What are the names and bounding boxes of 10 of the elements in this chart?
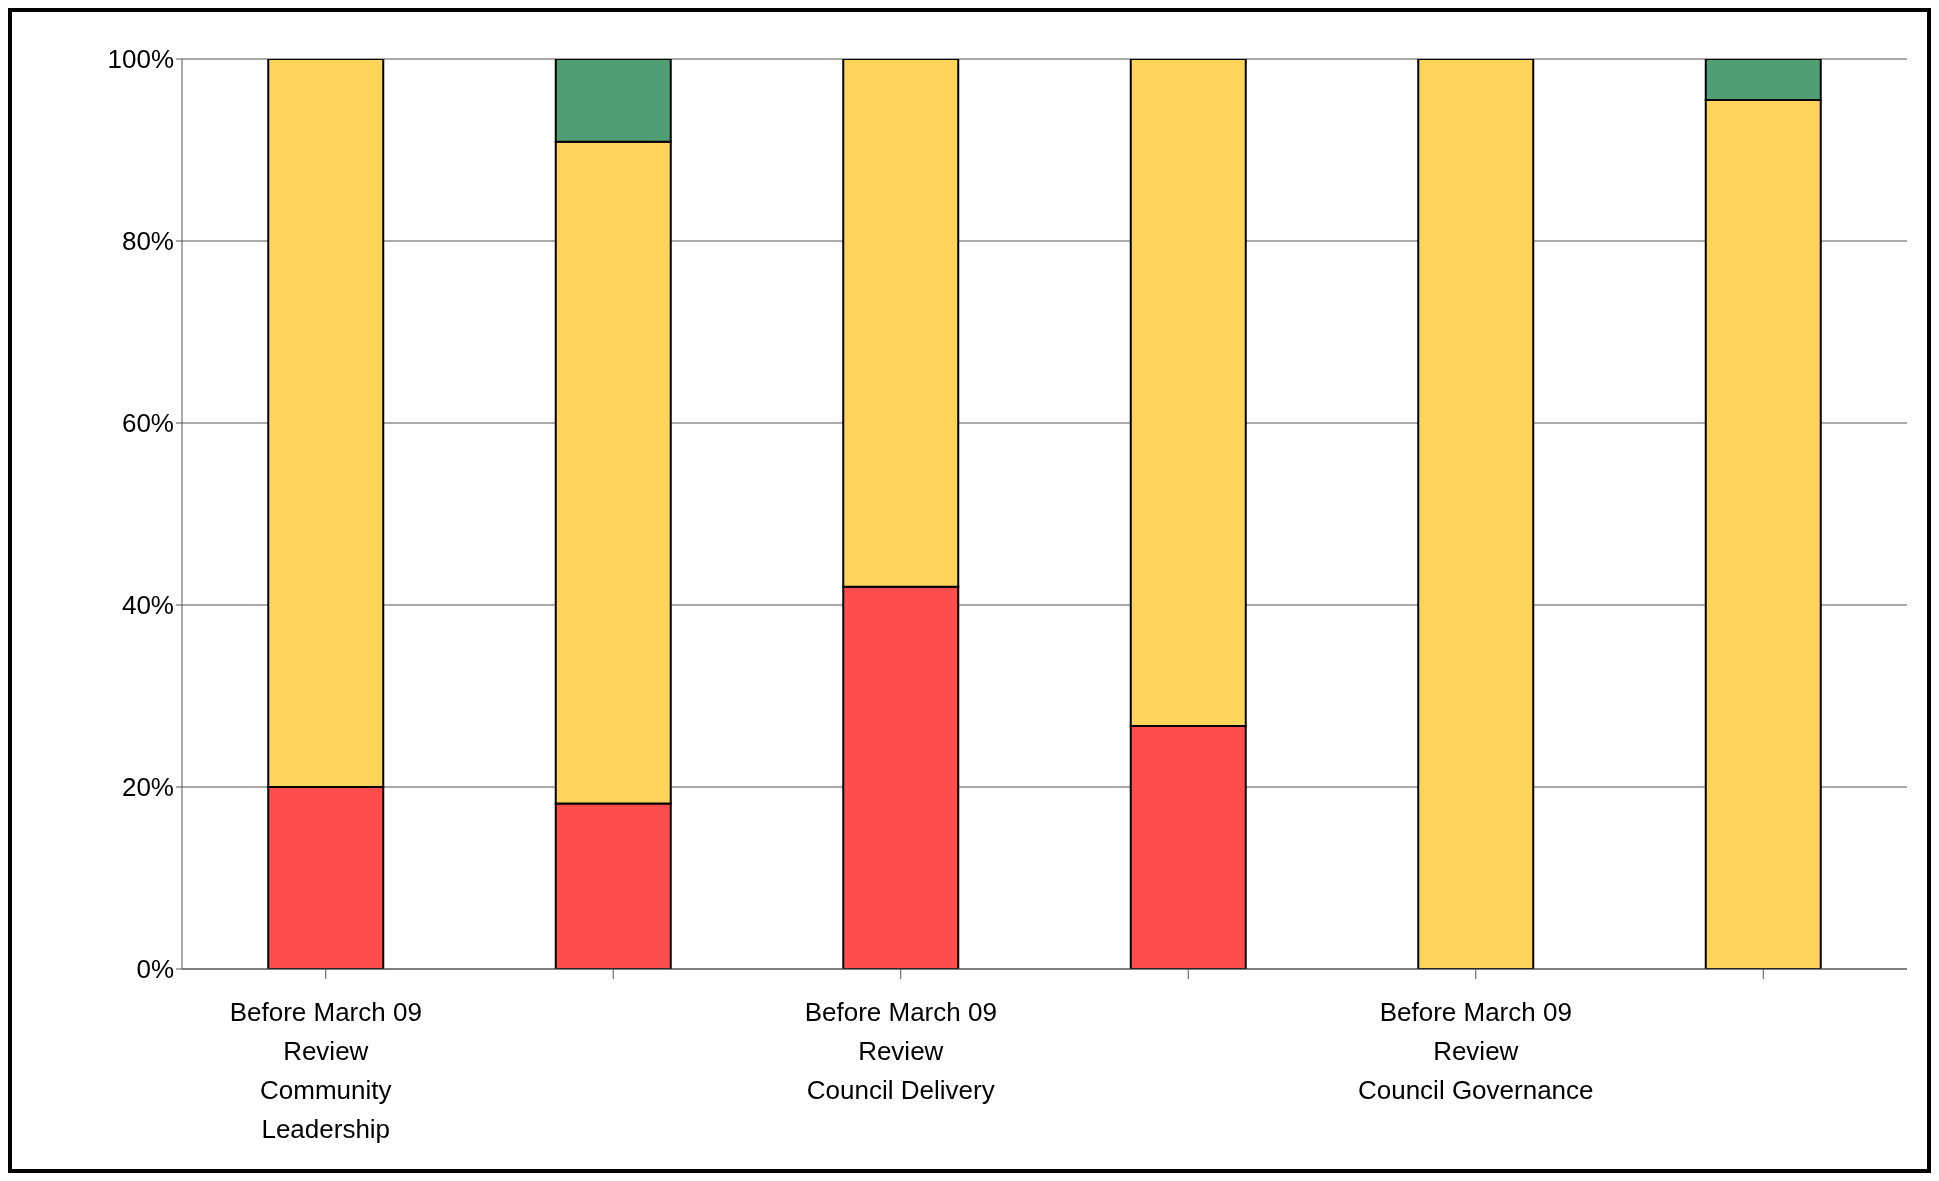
y-tick-label: 60% [121, 408, 174, 439]
y-tick-label: 40% [121, 590, 174, 621]
x-tick-label: Before March 09 Review Community Leadership [229, 997, 422, 1144]
y-tick-label: 0% [136, 954, 174, 985]
x-tick-label: Before March 09 Review Council Delivery [804, 997, 997, 1105]
y-tick-label: 80% [121, 226, 174, 257]
bar [1417, 59, 1535, 969]
y-tick-label: 20% [121, 772, 174, 803]
y-tick-label: 100% [107, 44, 174, 75]
x-tick-label: Before March 09 Review Council Governance [1357, 997, 1594, 1105]
